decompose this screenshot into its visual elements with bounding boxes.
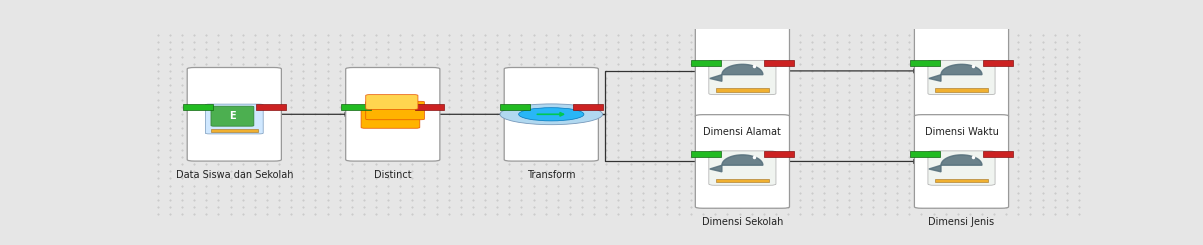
FancyBboxPatch shape <box>914 115 1008 208</box>
FancyBboxPatch shape <box>366 95 417 109</box>
Polygon shape <box>941 64 982 75</box>
Polygon shape <box>722 155 763 165</box>
FancyBboxPatch shape <box>928 60 995 95</box>
Circle shape <box>500 104 603 125</box>
Bar <box>764 151 794 157</box>
Bar <box>983 151 1013 157</box>
Bar <box>183 104 213 110</box>
FancyBboxPatch shape <box>695 115 789 208</box>
Polygon shape <box>929 75 941 81</box>
FancyBboxPatch shape <box>914 24 1008 118</box>
FancyBboxPatch shape <box>504 68 598 161</box>
Bar <box>691 60 721 66</box>
Text: E: E <box>229 111 236 121</box>
Bar <box>716 179 769 182</box>
Text: Distinct: Distinct <box>374 170 411 180</box>
FancyBboxPatch shape <box>206 104 263 134</box>
FancyBboxPatch shape <box>366 101 425 120</box>
Text: Dimensi Sekolah: Dimensi Sekolah <box>701 217 783 227</box>
FancyBboxPatch shape <box>361 110 420 128</box>
Text: Transform: Transform <box>527 170 575 180</box>
Bar <box>983 60 1013 66</box>
FancyBboxPatch shape <box>709 60 776 95</box>
Circle shape <box>518 108 583 121</box>
Bar <box>764 60 794 66</box>
Bar <box>211 129 257 132</box>
Polygon shape <box>929 165 941 172</box>
Polygon shape <box>941 155 982 165</box>
FancyBboxPatch shape <box>695 24 789 118</box>
Polygon shape <box>710 165 722 172</box>
Bar <box>256 104 286 110</box>
FancyBboxPatch shape <box>211 106 254 126</box>
FancyBboxPatch shape <box>928 151 995 185</box>
Text: Dimensi Waktu: Dimensi Waktu <box>925 127 998 136</box>
Bar <box>691 151 721 157</box>
FancyBboxPatch shape <box>345 68 440 161</box>
FancyBboxPatch shape <box>188 68 282 161</box>
Bar <box>499 104 529 110</box>
FancyBboxPatch shape <box>709 151 776 185</box>
Bar <box>415 104 444 110</box>
Bar <box>342 104 371 110</box>
Text: Dimensi Jenis: Dimensi Jenis <box>929 217 995 227</box>
Bar <box>573 104 603 110</box>
Polygon shape <box>722 64 763 75</box>
Bar <box>909 151 940 157</box>
Bar <box>936 88 988 92</box>
Text: Dimensi Alamat: Dimensi Alamat <box>704 127 781 136</box>
Text: Data Siswa dan Sekolah: Data Siswa dan Sekolah <box>176 170 294 180</box>
Bar <box>936 179 988 182</box>
Bar <box>909 60 940 66</box>
Bar <box>716 88 769 92</box>
Polygon shape <box>710 75 722 81</box>
